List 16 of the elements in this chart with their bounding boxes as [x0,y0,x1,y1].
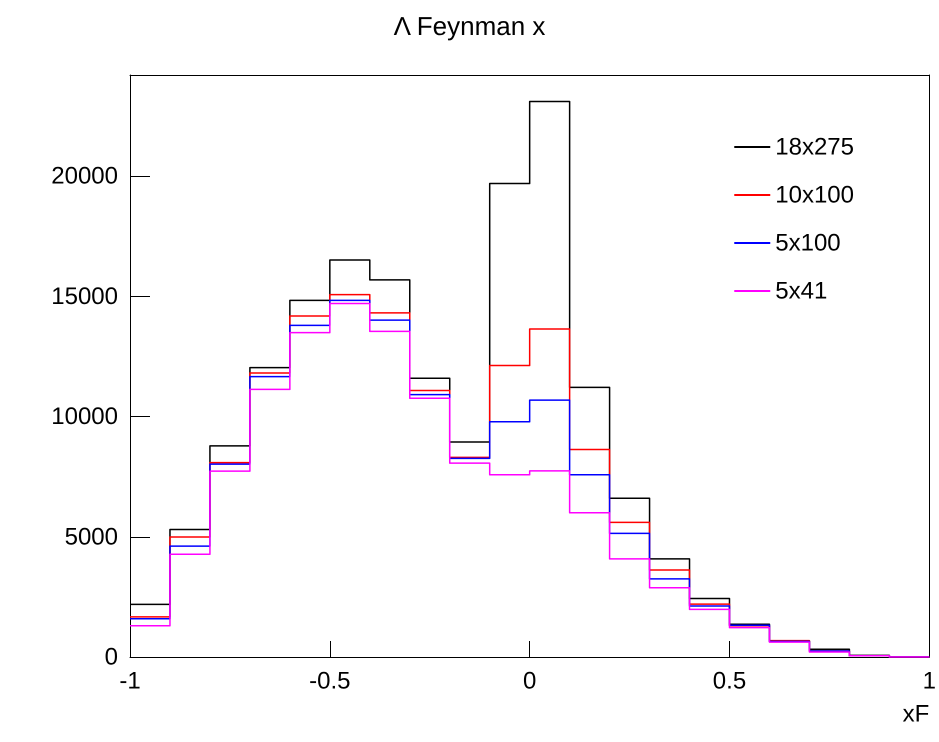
x-tick-label: 1 [922,668,936,694]
legend-label: 10x100 [775,182,854,208]
chart-title: Λ Feynman x [394,11,546,41]
x-tick-label: 0.5 [712,668,746,694]
y-tick-label: 15000 [51,282,118,310]
x-tick-label: 0 [522,668,536,694]
legend-label: 18x275 [775,134,854,160]
x-tick-label: -1 [119,668,141,694]
y-tick-label: 5000 [64,523,118,550]
x-axis-title: xF [902,700,930,728]
y-tick-label: 20000 [51,162,118,190]
legend-label: 5x41 [775,278,828,304]
y-tick-label: 10000 [51,403,118,430]
legend-label: 5x100 [775,230,841,256]
y-tick-label: 0 [104,644,118,670]
x-tick-label: -0.5 [309,668,351,694]
